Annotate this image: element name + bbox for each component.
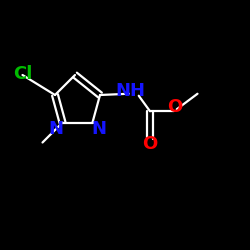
Text: N: N: [49, 120, 64, 138]
Text: O: O: [142, 135, 158, 153]
Text: Cl: Cl: [13, 65, 32, 83]
Text: NH: NH: [115, 82, 145, 100]
Text: N: N: [91, 120, 106, 138]
Text: O: O: [168, 98, 182, 116]
